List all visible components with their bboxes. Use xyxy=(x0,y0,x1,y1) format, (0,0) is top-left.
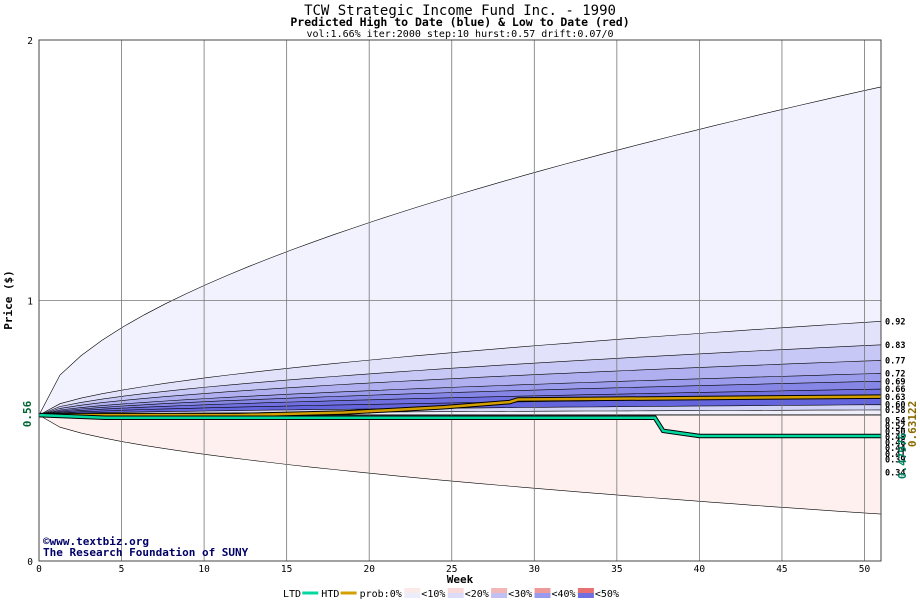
band-end-label: 0.60 xyxy=(885,401,905,411)
band-end-label: 0.69 xyxy=(885,377,905,387)
band-end-label: 0.92 xyxy=(885,317,905,327)
x-axis-ticks: 0 5 10 15 20 25 30 35 40 45 50 xyxy=(36,564,870,575)
legend-swatch-blue xyxy=(447,593,464,598)
band-end-label: 0.83 xyxy=(885,341,905,351)
chart-subtitle: Predicted High to Date (blue) & Low to D… xyxy=(290,15,629,29)
legend-swatch-blue xyxy=(534,593,551,598)
plot-frame xyxy=(38,39,882,562)
legend-prob-label: prob:0% xyxy=(360,589,402,600)
y-axis-ticks: 0 1 2 xyxy=(27,36,33,568)
y-tick-label: 2 xyxy=(27,36,33,47)
band-end-label: 0.54 xyxy=(885,416,905,426)
legend: LTD HTD prob:0% <10% <20% <30% <40% <50% xyxy=(283,588,619,600)
legend-swatch-red xyxy=(491,588,508,593)
chart-title: TCW Strategic Income Fund Inc. - 1990 xyxy=(304,3,616,19)
legend-prob-range: <50% xyxy=(595,589,619,600)
legend-label-htd: HTD xyxy=(321,589,339,600)
start-price-label: 0.56 xyxy=(21,400,34,427)
x-tick-label: 20 xyxy=(363,564,375,575)
series-line-ltd xyxy=(38,413,881,438)
legend-swatch-blue xyxy=(491,593,508,598)
band-end-labels: 0.92 0.83 0.77 0.720.690.660.630.600.580.54… xyxy=(885,317,919,479)
x-tick-label: 25 xyxy=(446,564,457,575)
band-end-label: 0.52 xyxy=(885,422,905,432)
band-end-label: 0.77 xyxy=(885,356,905,366)
upper-bands xyxy=(38,86,882,416)
legend-swatch-red xyxy=(404,588,421,593)
legend-swatch-red xyxy=(577,588,594,593)
band-end-label: 0.66 xyxy=(885,385,905,395)
x-tick-label: 5 xyxy=(119,564,125,575)
credit-foundation: The Research Foundation of SUNY xyxy=(43,546,249,559)
x-tick-label: 35 xyxy=(611,564,622,575)
x-tick-label: 15 xyxy=(281,564,292,575)
band-end-label: 0.48 xyxy=(885,433,905,443)
x-tick-label: 30 xyxy=(529,564,541,575)
x-tick-label: 40 xyxy=(694,564,706,575)
legend-label-ltd: LTD xyxy=(283,589,301,600)
legend-prob-range: <10% xyxy=(421,589,445,600)
legend-swatch-red xyxy=(534,588,551,593)
lower-bands xyxy=(37,414,882,515)
x-tick-label: 10 xyxy=(198,564,210,575)
band-end-label: 0.63 xyxy=(885,393,905,403)
band-end-label: 0.44 xyxy=(885,444,905,454)
y-tick-label: 0 xyxy=(27,557,33,568)
legend-swatch-red xyxy=(447,588,464,593)
series-end-value-ltd: 0.47976 xyxy=(896,432,909,479)
band-end-label: 0.46 xyxy=(885,438,905,448)
legend-prob-range: <40% xyxy=(552,589,576,600)
band-end-label: 0.58 xyxy=(885,406,905,416)
x-tick-label: 45 xyxy=(776,564,787,575)
chart-params: vol:1.66% iter:2000 step:10 hurst:0.57 d… xyxy=(306,29,613,40)
y-axis-label: Price ($) xyxy=(2,270,15,330)
band-end-label: 0.39 xyxy=(885,456,905,466)
y-tick-label: 1 xyxy=(27,297,33,308)
x-tick-label: 0 xyxy=(36,564,42,575)
x-tick-label: 50 xyxy=(859,564,871,575)
credit-website: ©www.textbiz.org xyxy=(43,535,149,548)
legend-prob-range: <30% xyxy=(508,589,532,600)
band-end-label: 0.72 xyxy=(885,369,905,379)
series-lines xyxy=(38,394,882,439)
band-end-label: 0.34 xyxy=(885,468,905,478)
series-line-htd xyxy=(39,395,882,417)
band-end-label: 0.50 xyxy=(885,427,905,437)
upper-band-0 xyxy=(38,86,882,416)
legend-prob-range: <20% xyxy=(465,589,489,600)
band-end-label: 0.41 xyxy=(885,450,905,460)
series-end-value-htd: 0.63122 xyxy=(906,401,919,447)
legend-swatch-blue xyxy=(404,593,421,598)
lower-band-9 xyxy=(37,414,882,515)
x-axis-label: Week xyxy=(447,573,474,586)
legend-swatch-blue xyxy=(577,593,594,598)
